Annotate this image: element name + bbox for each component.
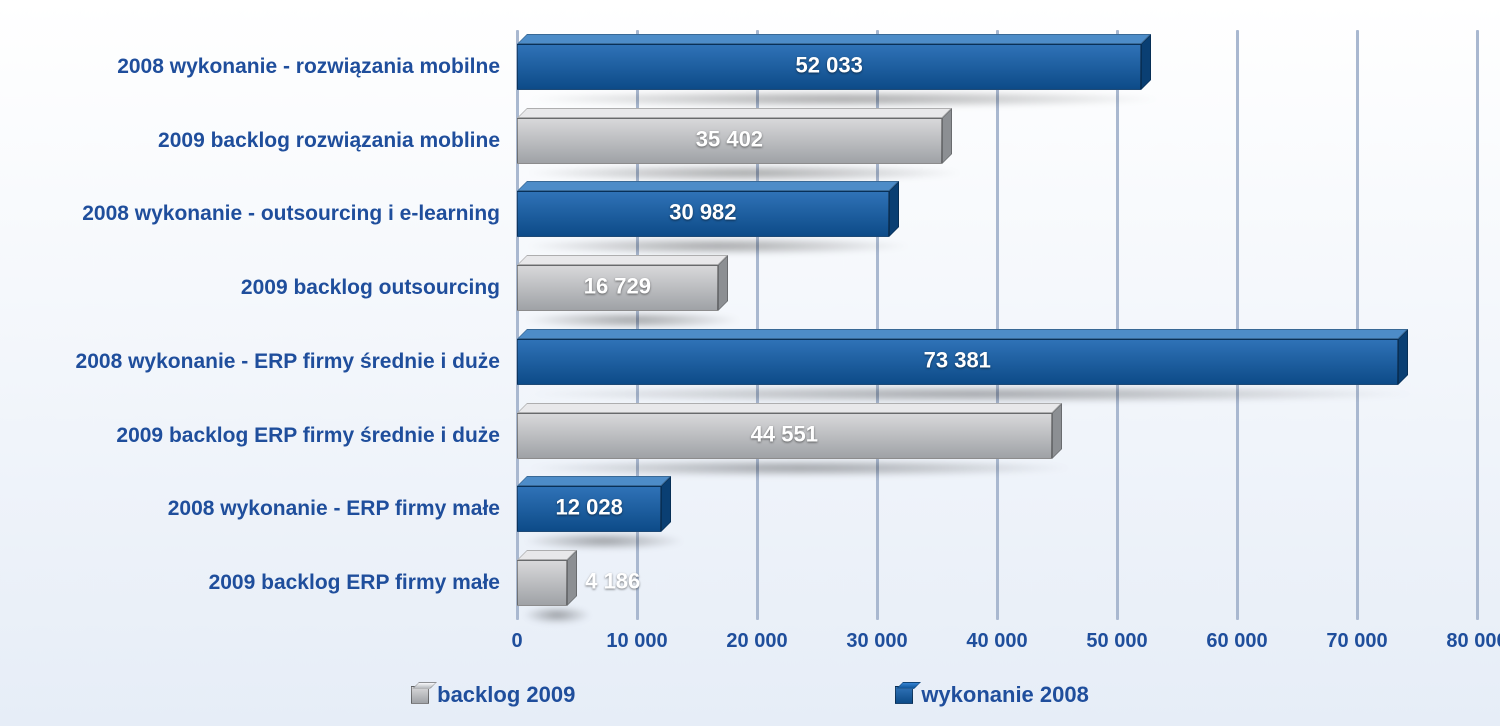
x-tick-label: 20 000 — [707, 630, 807, 653]
legend-item-backlog-2009: backlog 2009 — [411, 682, 575, 708]
bar-top-face — [517, 329, 1408, 339]
legend-label: backlog 2009 — [437, 682, 575, 708]
bar-value-label: 4 186 — [585, 569, 640, 595]
bar-value-label: 16 729 — [517, 274, 718, 300]
bar-value-label: 73 381 — [517, 348, 1398, 374]
bar-shadow — [523, 90, 1165, 108]
x-tick-label: 60 000 — [1187, 630, 1287, 653]
bar-top-face — [517, 108, 952, 118]
x-tick-label: 70 000 — [1307, 630, 1407, 653]
bar-top-face — [517, 181, 899, 191]
chart-container: 52 033 35 402 30 982 16 729 73 381 44 551 12 0… — [0, 0, 1500, 726]
category-label: 2008 wykonanie - ERP firmy małe — [10, 497, 500, 520]
gridline — [1476, 30, 1479, 620]
plot-area: 52 033 35 402 30 982 16 729 73 381 44 551 12 0… — [517, 30, 1477, 620]
bar: 44 551 — [517, 413, 1052, 459]
gridline — [996, 30, 999, 620]
bar: 30 982 — [517, 191, 889, 237]
category-label: 2009 backlog outsourcing — [10, 276, 500, 299]
legend-item-wykonanie-2008: wykonanie 2008 — [895, 682, 1089, 708]
bar: 4 186 — [517, 560, 567, 606]
gridline — [1116, 30, 1119, 620]
bar-top-face — [517, 255, 728, 265]
x-tick-label: 80 000 — [1427, 630, 1500, 653]
bar-top-face — [517, 403, 1062, 413]
bar-shadow — [523, 606, 591, 624]
bar: 35 402 — [517, 118, 942, 164]
bar-shadow — [523, 459, 1076, 477]
bar: 16 729 — [517, 265, 718, 311]
bar-top-face — [517, 34, 1151, 44]
bar: 12 028 — [517, 486, 661, 532]
bar-side-face — [661, 476, 671, 532]
x-tick-label: 0 — [467, 630, 567, 653]
x-tick-label: 50 000 — [1067, 630, 1167, 653]
bar-shadow — [523, 385, 1422, 403]
bar-shadow — [523, 164, 966, 182]
bar-value-label: 12 028 — [517, 495, 661, 521]
legend-swatch-icon — [411, 686, 429, 704]
gridline — [1356, 30, 1359, 620]
category-label: 2008 wykonanie - rozwiązania mobilne — [10, 55, 500, 78]
bar-side-face — [889, 181, 899, 237]
bar-shadow — [523, 311, 742, 329]
bar-side-face — [942, 108, 952, 164]
bar-side-face — [567, 550, 577, 606]
category-label: 2009 backlog rozwiązania mobline — [10, 129, 500, 152]
bar: 73 381 — [517, 339, 1398, 385]
bar-value-label: 35 402 — [517, 126, 942, 152]
x-tick-label: 30 000 — [827, 630, 927, 653]
bar-front — [517, 560, 567, 606]
legend-swatch-icon — [895, 686, 913, 704]
category-label: 2008 wykonanie - outsourcing i e-learnin… — [10, 202, 500, 225]
bar-top-face — [517, 476, 671, 486]
bar: 52 033 — [517, 44, 1141, 90]
bar-side-face — [1141, 34, 1151, 90]
x-tick-label: 40 000 — [947, 630, 1047, 653]
bar-value-label: 52 033 — [517, 53, 1141, 79]
bar-shadow — [523, 532, 685, 550]
gridline — [1236, 30, 1239, 620]
x-tick-label: 10 000 — [587, 630, 687, 653]
category-label: 2009 backlog ERP firmy małe — [10, 571, 500, 594]
bar-side-face — [1052, 403, 1062, 459]
category-label: 2009 backlog ERP firmy średnie i duże — [10, 424, 500, 447]
bar-side-face — [718, 255, 728, 311]
legend: backlog 2009 wykonanie 2008 — [0, 682, 1500, 708]
bar-shadow — [523, 237, 913, 255]
legend-label: wykonanie 2008 — [921, 682, 1089, 708]
bar-value-label: 30 982 — [517, 200, 889, 226]
category-label: 2008 wykonanie - ERP firmy średnie i duż… — [10, 350, 500, 373]
bar-side-face — [1398, 329, 1408, 385]
bar-value-label: 44 551 — [517, 421, 1052, 447]
